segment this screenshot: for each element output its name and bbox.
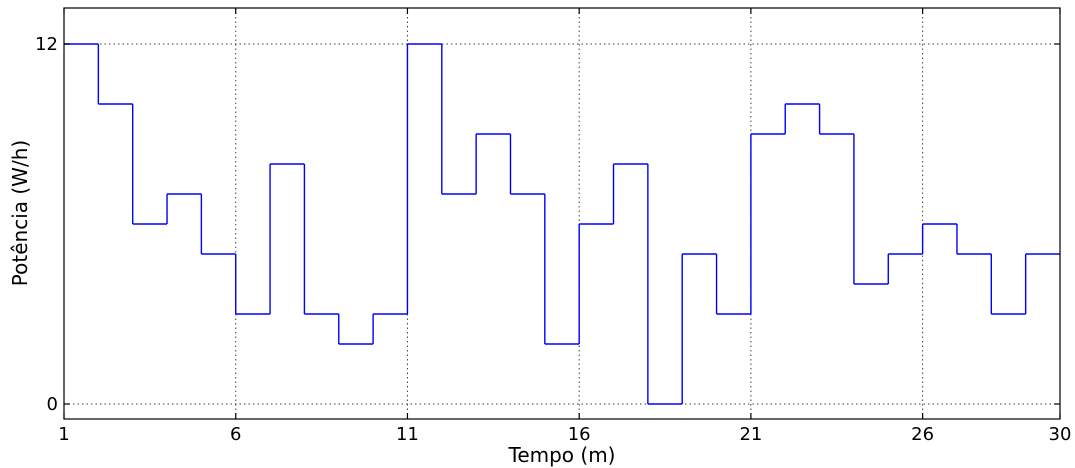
- x-tick-label: 11: [396, 424, 419, 445]
- x-axis-label: Tempo (m): [508, 443, 616, 467]
- x-tick-label: 21: [739, 424, 762, 445]
- step-series: [64, 43, 1060, 405]
- y-tick-label: 12: [35, 34, 58, 55]
- x-tick-label: 6: [230, 424, 241, 445]
- grid-lines: [64, 8, 1060, 419]
- y-axis-label: Potência (W/h): [8, 140, 32, 286]
- x-tick-label: 30: [1049, 424, 1072, 445]
- x-tick-label: 1: [58, 424, 69, 445]
- x-tick-label: 26: [911, 424, 934, 445]
- y-tick-label: 0: [47, 394, 58, 415]
- x-tick-label: 16: [568, 424, 591, 445]
- plot-frame: [63, 7, 1061, 420]
